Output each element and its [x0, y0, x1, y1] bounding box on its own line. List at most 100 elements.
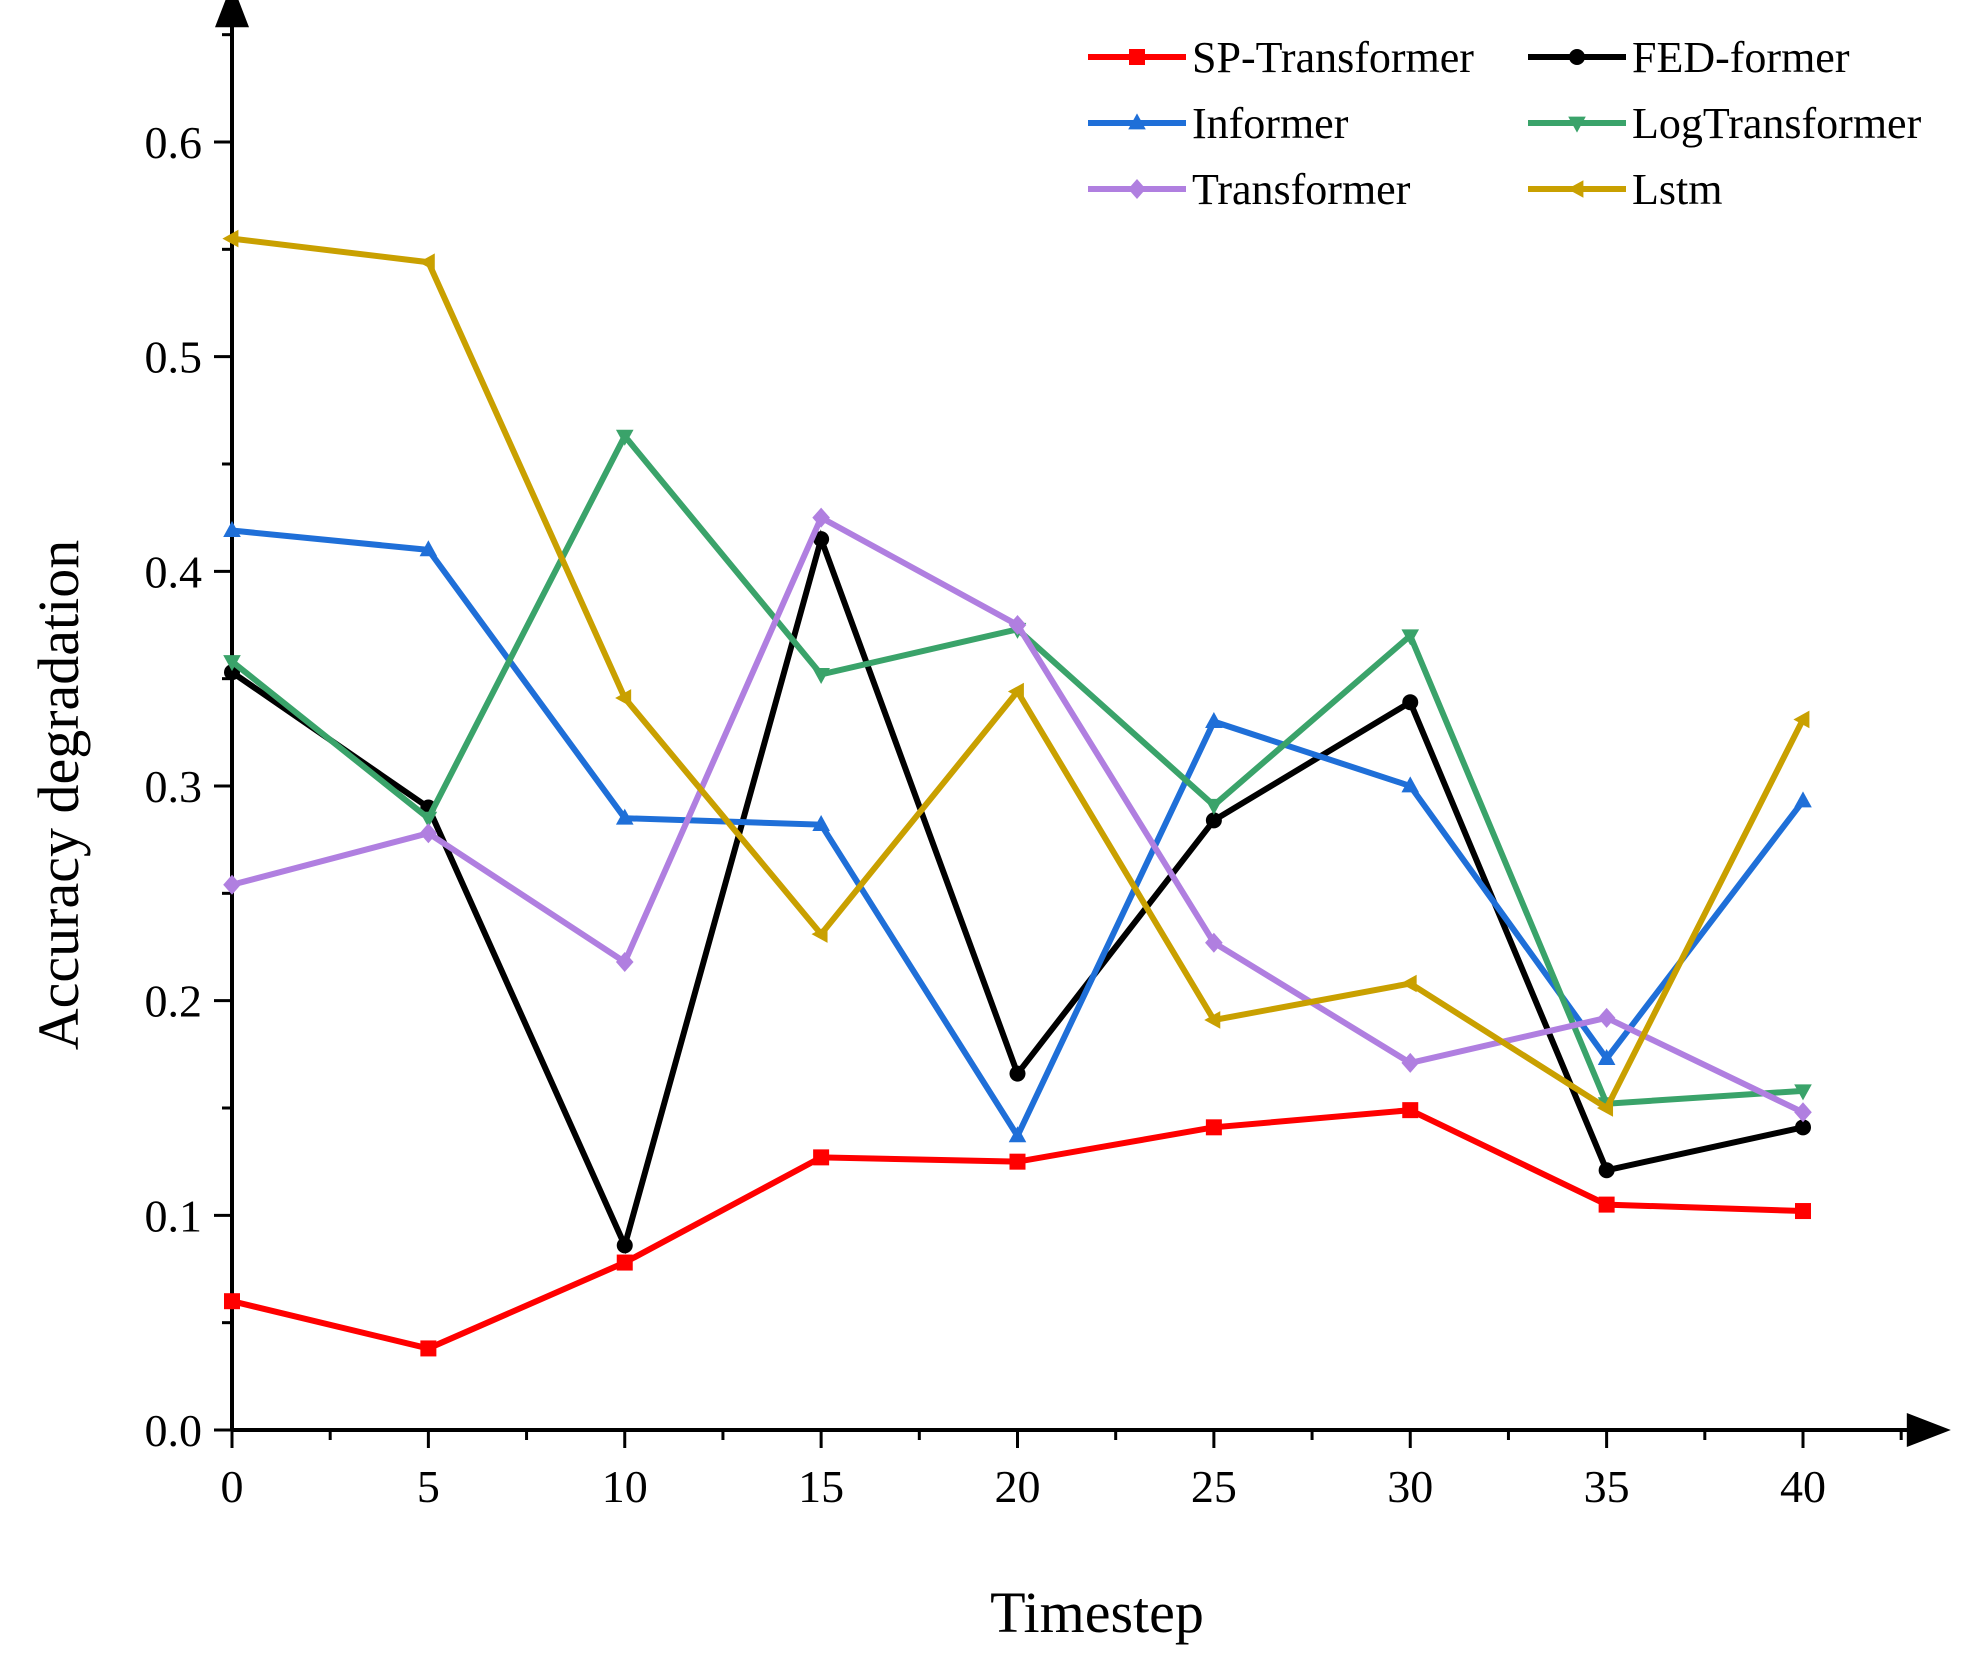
x-tick-label: 10	[602, 1461, 648, 1512]
data-point-sp-transformer	[420, 1340, 437, 1357]
data-point-lstm	[1007, 682, 1024, 701]
data-point-sp-transformer	[616, 1254, 633, 1271]
data-point-sp-transformer	[1205, 1119, 1222, 1136]
series-sp-transformer	[224, 1102, 1811, 1357]
data-point-fed-former	[616, 1237, 633, 1254]
data-point-fed-former	[1205, 812, 1222, 829]
legend-label: SP-Transformer	[1192, 33, 1474, 82]
data-point-transformer	[1794, 1102, 1812, 1123]
data-point-informer	[1794, 791, 1812, 808]
data-point-transformer	[1401, 1052, 1420, 1073]
y-axis-title: Accuracy degradation	[26, 540, 91, 1050]
data-point-lstm	[418, 253, 435, 272]
y-tick-label: 0.2	[145, 976, 203, 1027]
x-axis-arrow	[1906, 1413, 1951, 1447]
y-axis-arrow	[215, 0, 249, 28]
legend-item-informer: Informer	[1088, 99, 1349, 148]
legend-swatch-marker	[1128, 179, 1146, 199]
series-layer	[222, 229, 1812, 1357]
data-point-lstm	[1793, 710, 1810, 729]
data-point-informer	[1401, 776, 1420, 793]
legend-label: Informer	[1192, 99, 1349, 148]
legend-item-sp-transformer: SP-Transformer	[1088, 33, 1474, 82]
legend-swatch-marker	[1569, 49, 1585, 65]
data-point-sp-transformer	[813, 1149, 830, 1166]
axes: 0 5 10 15 20 25 30 35 40 0.0 0.1 0.2 0.3 0.4 0.5 0.6	[145, 0, 1951, 1512]
x-tick-label: 15	[798, 1461, 844, 1512]
legend-item-lstm: Lstm	[1528, 165, 1722, 214]
legend-swatch-marker	[1568, 116, 1586, 133]
data-point-lstm	[1597, 1099, 1614, 1117]
series-lstm	[222, 229, 1810, 1117]
data-point-transformer	[419, 823, 438, 844]
legend-label: LogTransformer	[1632, 99, 1922, 148]
data-point-sp-transformer	[1402, 1102, 1419, 1119]
data-point-fed-former	[1795, 1119, 1811, 1136]
data-point-logtransformer	[1205, 798, 1223, 815]
legend-swatch-marker	[1567, 180, 1584, 198]
data-point-logtransformer	[223, 655, 241, 672]
data-point-logtransformer	[419, 811, 438, 828]
x-tick-label: 20	[995, 1461, 1041, 1512]
data-point-sp-transformer	[1009, 1153, 1026, 1170]
data-point-informer	[1597, 1049, 1616, 1066]
legend-item-fed-former: FED-former	[1528, 33, 1850, 82]
legend-label: Transformer	[1192, 165, 1411, 214]
data-point-lstm	[811, 925, 828, 943]
y-tick-label: 0.1	[145, 1190, 203, 1241]
series-line-logtransformer	[230, 430, 1804, 1107]
y-tick-label: 0.6	[145, 117, 203, 168]
data-point-sp-transformer	[1598, 1196, 1615, 1213]
series-line-sp-transformer	[231, 1107, 1804, 1352]
data-point-informer	[419, 540, 438, 557]
series-fed-former	[224, 529, 1811, 1255]
data-point-fed-former	[1402, 694, 1419, 711]
data-point-transformer	[1205, 932, 1223, 953]
data-point-logtransformer	[615, 429, 634, 446]
data-point-fed-former	[1009, 1065, 1026, 1082]
data-point-fed-former	[813, 531, 830, 548]
data-point-logtransformer	[1401, 629, 1420, 646]
data-point-informer	[1205, 712, 1223, 728]
data-point-lstm	[1204, 1011, 1221, 1029]
series-transformer	[223, 507, 1812, 1123]
legend-item-transformer: Transformer	[1088, 165, 1411, 214]
data-point-sp-transformer	[1795, 1203, 1811, 1220]
y-tick-label: 0.0	[145, 1405, 203, 1456]
x-tick-label: 0	[221, 1461, 244, 1512]
data-point-logtransformer	[1794, 1084, 1812, 1101]
legend-swatch-marker	[1129, 49, 1145, 65]
data-point-transformer	[1008, 615, 1027, 635]
legend-swatch-marker	[1128, 113, 1146, 130]
data-point-transformer	[223, 874, 241, 895]
series-informer	[223, 520, 1812, 1143]
data-point-transformer	[615, 952, 634, 973]
data-point-lstm	[615, 689, 632, 707]
data-point-fed-former	[1598, 1162, 1615, 1179]
data-point-lstm	[1400, 974, 1417, 993]
data-point-sp-transformer	[224, 1293, 240, 1310]
y-tick-label: 0.4	[145, 546, 203, 597]
data-point-transformer	[812, 507, 830, 528]
legend: SP-Transformer FED-former Informer LogTrans…	[1088, 33, 1922, 214]
x-tick-label: 5	[417, 1461, 440, 1512]
y-tick-label: 0.5	[145, 332, 203, 383]
x-axis-title: Timestep	[990, 1580, 1204, 1645]
data-point-lstm	[222, 229, 239, 248]
x-tick-label: 30	[1387, 1461, 1433, 1512]
data-point-informer	[812, 815, 830, 832]
legend-label: Lstm	[1632, 165, 1722, 214]
data-point-logtransformer	[812, 667, 830, 684]
x-tick-label: 25	[1191, 1461, 1237, 1512]
x-tick-label: 40	[1780, 1461, 1826, 1512]
legend-label: FED-former	[1632, 33, 1850, 82]
series-line-lstm	[231, 235, 1806, 1113]
data-point-informer	[1008, 1126, 1027, 1143]
legend-item-logtransformer: LogTransformer	[1528, 99, 1922, 148]
y-tick-label: 0.3	[145, 761, 203, 812]
data-point-informer	[223, 520, 241, 537]
x-tick-label: 35	[1584, 1461, 1630, 1512]
data-point-informer	[615, 808, 634, 825]
data-point-transformer	[1597, 1007, 1616, 1028]
